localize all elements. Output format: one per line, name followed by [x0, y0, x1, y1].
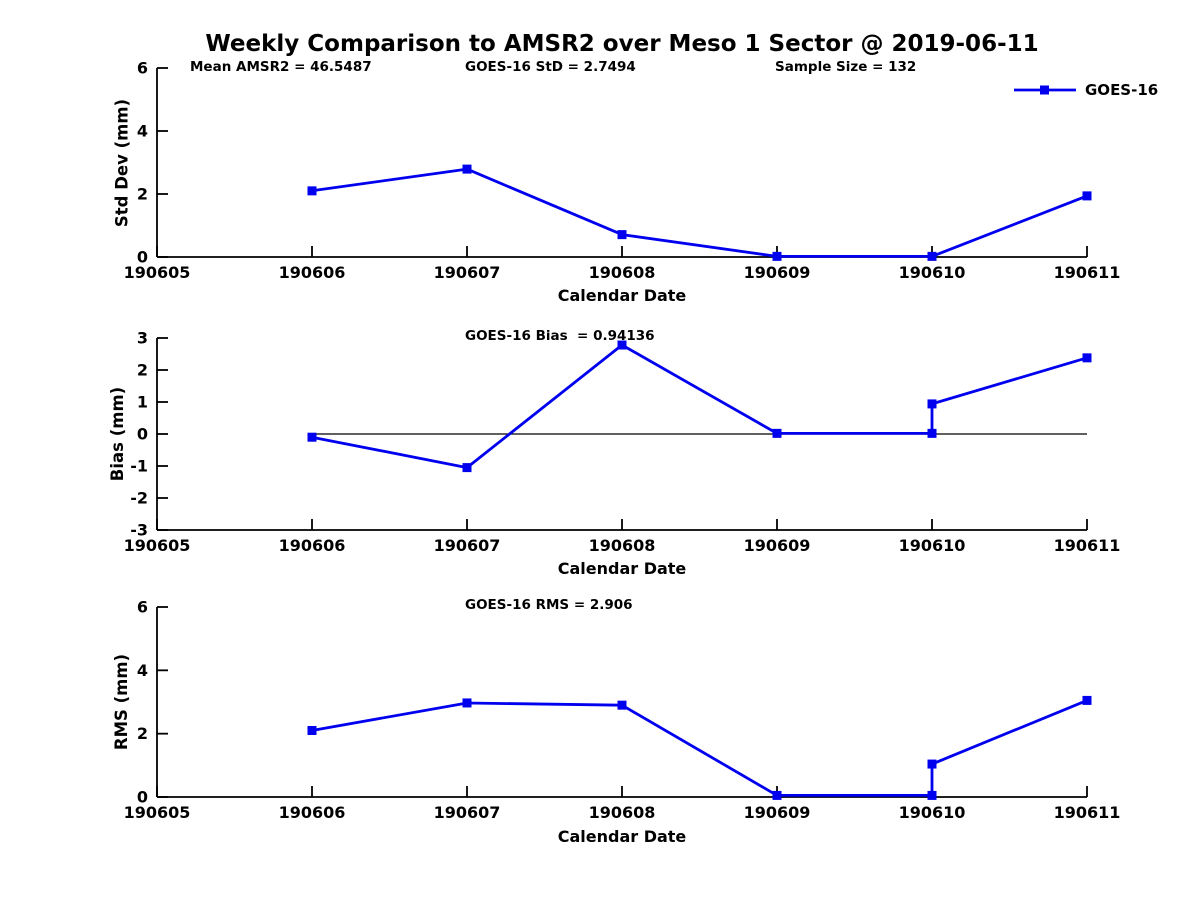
- legend-line-marker-icon: [1014, 85, 1076, 95]
- data-point-marker: [617, 700, 627, 710]
- annotation-goes16-rms: GOES-16 RMS = 2.906: [465, 597, 633, 613]
- x-tick-label: 190609: [744, 803, 811, 822]
- legend-label: GOES-16: [1085, 81, 1159, 99]
- y-tick-label: 4: [137, 122, 148, 141]
- x-tick-label: 190611: [1054, 263, 1121, 282]
- series-line-goes-16: [311, 343, 1088, 469]
- y-tick-label: 1: [137, 393, 148, 412]
- xlabel-rms: Calendar Date: [557, 827, 687, 846]
- x-tick-label: 190611: [1054, 803, 1121, 822]
- y-tick-label: -1: [130, 457, 148, 476]
- x-tick-label: 190609: [744, 536, 811, 555]
- legend: GOES-16: [1012, 81, 1158, 99]
- annotation-mean-amsr2: Mean AMSR2 = 46.5487: [190, 59, 372, 75]
- y-tick-label: 0: [137, 788, 148, 807]
- series-line-goes-16: [311, 167, 1088, 258]
- y-tick-label: 2: [137, 361, 148, 380]
- y-tick-label: 3: [137, 329, 148, 348]
- x-tick-label: 190608: [589, 536, 656, 555]
- data-point-marker: [462, 164, 472, 174]
- x-tick-label: 190608: [589, 803, 656, 822]
- x-tick-label: 190606: [279, 263, 346, 282]
- series-line-goes-16: [311, 699, 1088, 797]
- data-point-marker: [307, 432, 317, 442]
- data-point-marker: [927, 428, 937, 438]
- x-tick-label: 190605: [124, 803, 191, 822]
- data-point-marker: [927, 399, 937, 409]
- x-tick-label: 190606: [279, 803, 346, 822]
- x-tick-label: 190610: [899, 263, 966, 282]
- x-tick-label: 190606: [279, 536, 346, 555]
- data-point-marker: [1082, 353, 1092, 363]
- data-point-marker: [927, 251, 937, 261]
- y-tick-label: 2: [137, 185, 148, 204]
- data-point-marker: [772, 251, 782, 261]
- data-point-marker: [307, 726, 317, 735]
- annotation-goes16-std: GOES-16 StD = 2.7494: [465, 59, 636, 75]
- data-point-marker: [1082, 191, 1092, 201]
- x-tick-label: 190607: [434, 803, 501, 822]
- data-point-marker: [927, 759, 937, 769]
- data-point-marker: [462, 463, 472, 473]
- x-tick-label: 190610: [899, 803, 966, 822]
- data-point-marker: [772, 428, 782, 438]
- y-tick-label: 6: [137, 59, 148, 78]
- subplot-rms: 0 2 4 6 190605 190606 190607 190608 190609 190610…: [124, 598, 1121, 823]
- annotation-goes16-bias: GOES-16 Bias = 0.94136: [465, 328, 655, 344]
- data-point-marker: [617, 230, 627, 240]
- x-tick-label: 190605: [124, 536, 191, 555]
- y-tick-label: 4: [137, 661, 148, 680]
- x-tick-label: 190608: [589, 263, 656, 282]
- x-tick-label: 190611: [1054, 536, 1121, 555]
- subplot-std-dev: 0 2 4 6 190605 190606 190607 190608 190609 190610…: [124, 59, 1121, 283]
- data-point-marker: [462, 698, 472, 708]
- y-tick-label: 6: [137, 598, 148, 617]
- xlabel-bias: Calendar Date: [557, 559, 687, 578]
- annotation-sample-size: Sample Size = 132: [775, 59, 917, 75]
- x-tick-label: 190609: [744, 263, 811, 282]
- x-tick-label: 190605: [124, 263, 191, 282]
- data-point-marker: [927, 790, 937, 800]
- xlabel-std-dev: Calendar Date: [557, 286, 687, 305]
- y-tick-label: -3: [130, 521, 148, 540]
- data-point-marker: [617, 340, 627, 350]
- data-point-marker: [1082, 695, 1092, 705]
- y-tick-label: 0: [137, 425, 148, 444]
- x-tick-label: 190610: [899, 536, 966, 555]
- figure-title: Weekly Comparison to AMSR2 over Meso 1 S…: [205, 31, 1039, 57]
- data-point-marker: [307, 186, 317, 196]
- y-tick-label: -2: [130, 489, 148, 508]
- x-tick-label: 190607: [434, 536, 501, 555]
- x-tick-label: 190607: [434, 263, 501, 282]
- y-tick-label: 2: [137, 724, 148, 743]
- data-point-marker: [772, 790, 782, 800]
- y-tick-label: 0: [137, 248, 148, 267]
